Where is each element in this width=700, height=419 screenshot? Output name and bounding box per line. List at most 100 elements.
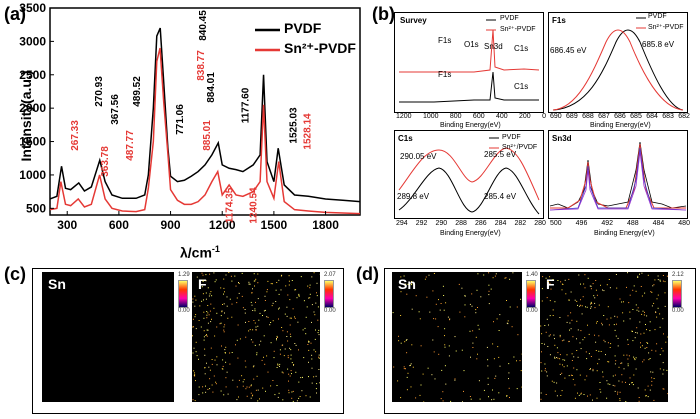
map-speckle (476, 289, 478, 291)
map-speckle (440, 398, 442, 400)
map-speckle (599, 388, 601, 390)
map-speckle (544, 325, 546, 326)
map-speckle (309, 396, 311, 398)
map-speckle (544, 343, 545, 345)
map-speckle (638, 397, 640, 398)
map-speckle (209, 378, 211, 380)
map-speckle (627, 365, 629, 367)
map-speckle (566, 354, 568, 356)
map-speckle (504, 277, 506, 279)
map-speckle (547, 346, 549, 347)
map-speckle (493, 398, 495, 400)
map-c-f-label: F (198, 276, 207, 292)
raman-ticks: 300 600 900 1200 1500 1800 500 1000 1500 2000 2500… (19, 1, 339, 232)
map-speckle (560, 395, 562, 396)
map-speckle (598, 358, 600, 360)
colorbar-d-f-min: 0.00 (672, 308, 684, 314)
map-speckle (229, 352, 231, 354)
map-speckle (221, 311, 223, 313)
map-speckle (586, 375, 588, 377)
map-speckle (302, 376, 303, 378)
map-speckle (289, 299, 291, 301)
map-speckle (192, 352, 194, 354)
map-speckle (559, 354, 561, 356)
map-speckle (616, 316, 618, 318)
map-speckle (253, 378, 255, 380)
map-speckle (252, 329, 254, 331)
map-speckle (587, 395, 588, 397)
map-speckle (194, 374, 196, 376)
raman-series (49, 27, 361, 215)
map-speckle (592, 370, 594, 372)
map-speckle (236, 399, 238, 401)
colorbar-c-sn (178, 280, 188, 308)
map-speckle (206, 335, 208, 337)
map-speckle (248, 281, 250, 283)
map-speckle (513, 356, 515, 358)
map-speckle (290, 349, 292, 351)
map-speckle (647, 274, 649, 276)
map-speckle (488, 294, 490, 296)
map-speckle (610, 317, 612, 319)
map-speckle (445, 383, 447, 385)
map-speckle (590, 306, 592, 308)
map-speckle (618, 380, 620, 382)
map-speckle (617, 345, 619, 347)
map-speckle (662, 350, 664, 352)
map-speckle (207, 287, 209, 289)
map-speckle (582, 339, 584, 341)
map-speckle (194, 400, 196, 402)
map-speckle (662, 275, 664, 276)
map-speckle (255, 329, 257, 331)
map-speckle (250, 392, 252, 394)
map-speckle (277, 396, 279, 398)
map-speckle (298, 381, 300, 383)
map-speckle (499, 314, 501, 316)
map-speckle (411, 284, 413, 286)
map-speckle (464, 316, 466, 318)
map-speckle (207, 322, 209, 324)
map-speckle (580, 283, 581, 285)
map-speckle (203, 317, 205, 319)
map-speckle (202, 293, 204, 295)
map-speckle (246, 386, 248, 388)
map-speckle (245, 388, 247, 390)
map-speckle (569, 329, 570, 331)
map-speckle (563, 339, 565, 341)
map-speckle (289, 317, 291, 319)
map-speckle (223, 331, 225, 333)
xps-f1s-legend-0: PVDF (648, 13, 667, 20)
map-speckle (541, 343, 543, 344)
map-speckle (615, 360, 617, 362)
map-speckle (274, 394, 276, 396)
map-speckle (498, 356, 500, 358)
map-speckle (298, 293, 300, 295)
raman-xlabel: λ/cm-1 (180, 244, 220, 261)
map-speckle (257, 400, 259, 402)
map-speckle (311, 354, 313, 356)
map-speckle (547, 281, 549, 283)
map-speckle (319, 382, 320, 384)
map-speckle (288, 275, 290, 277)
map-speckle (263, 310, 265, 312)
map-speckle (623, 368, 625, 370)
map-speckle (666, 275, 668, 277)
map-speckle (649, 358, 651, 359)
map-speckle (663, 333, 664, 335)
map-speckle (647, 342, 649, 344)
map-speckle (223, 287, 225, 289)
map-speckle (577, 392, 578, 394)
map-speckle (226, 305, 228, 307)
colorbar-c-f-min: 0.00 (324, 308, 336, 314)
map-speckle (276, 339, 277, 341)
map-speckle (569, 322, 571, 324)
map-speckle (552, 309, 554, 311)
map-speckle (297, 321, 299, 323)
colorbar-c-sn-min: 0.00 (178, 308, 190, 314)
map-speckle (214, 359, 216, 361)
map-speckle (245, 321, 246, 323)
map-speckle (642, 361, 644, 363)
map-speckle (255, 389, 257, 391)
map-speckle (316, 392, 317, 394)
map-speckle (637, 277, 639, 278)
